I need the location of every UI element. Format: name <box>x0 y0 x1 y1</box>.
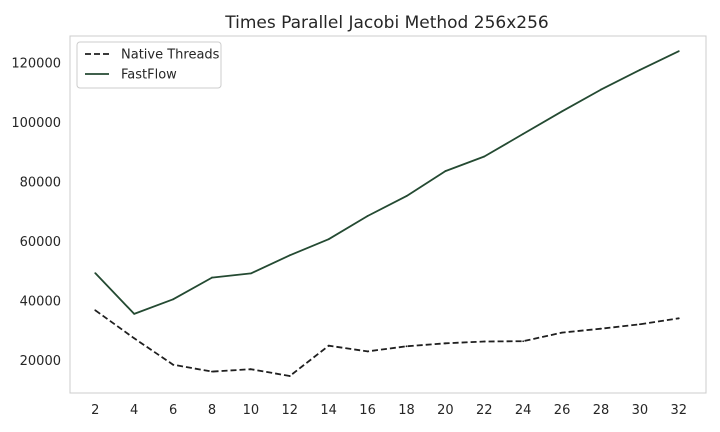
y-tick-label: 120000 <box>11 56 61 71</box>
x-tick-label: 8 <box>208 403 216 418</box>
y-tick-label: 20000 <box>20 354 61 369</box>
data-point <box>172 298 174 301</box>
x-tick-label: 20 <box>437 403 454 418</box>
data-point <box>405 195 408 197</box>
x-tick-label: 6 <box>169 403 177 418</box>
data-point <box>600 327 602 330</box>
data-point <box>327 238 330 241</box>
y-tick-label: 100000 <box>11 116 61 131</box>
data-point <box>638 69 641 71</box>
data-point <box>288 375 291 377</box>
data-point <box>133 312 136 315</box>
data-point <box>522 132 525 135</box>
data-point <box>211 370 213 373</box>
data-point <box>444 342 447 345</box>
data-point <box>366 215 369 217</box>
data-point <box>366 350 369 353</box>
data-point <box>327 344 330 347</box>
x-tick-label: 28 <box>593 403 610 418</box>
data-point <box>249 368 252 371</box>
data-point <box>638 323 641 326</box>
data-point <box>483 155 486 158</box>
data-point <box>172 363 174 366</box>
x-tick-label: 26 <box>554 403 571 418</box>
data-point <box>561 331 563 334</box>
y-tick-label: 60000 <box>20 235 61 250</box>
data-point <box>249 272 252 275</box>
data-point <box>600 88 602 91</box>
data-point <box>444 170 447 172</box>
x-tick-label: 2 <box>91 403 99 418</box>
data-point <box>405 345 408 348</box>
x-tick-label: 16 <box>359 403 376 418</box>
y-axis-ticks: 20000 40000 60000 80000 100000 120000 <box>11 56 61 369</box>
x-tick-label: 24 <box>515 403 532 418</box>
data-point <box>211 276 213 279</box>
data-point <box>677 50 680 53</box>
x-tick-label: 18 <box>398 403 415 418</box>
data-point <box>483 340 486 343</box>
x-tick-label: 22 <box>476 403 493 418</box>
data-point <box>94 272 97 275</box>
chart-title: Times Parallel Jacobi Method 256x256 <box>224 13 548 33</box>
x-tick-label: 32 <box>670 403 687 418</box>
data-point <box>561 110 563 113</box>
series-lines <box>94 50 680 377</box>
data-point <box>288 254 291 257</box>
y-tick-label: 80000 <box>20 175 61 190</box>
x-tick-label: 4 <box>130 403 138 418</box>
x-tick-label: 10 <box>243 403 260 418</box>
series-line-fastflow <box>94 50 680 315</box>
legend-label-fastflow: FastFlow <box>121 68 177 83</box>
series-line-native-threads <box>94 309 679 377</box>
data-point <box>133 337 136 340</box>
x-tick-label: 14 <box>320 403 337 418</box>
x-axis-ticks: 2 4 6 8 10 12 14 16 18 20 22 24 26 28 30 32 <box>91 403 687 418</box>
legend: Native Threads FastFlow <box>76 41 222 89</box>
plot-area-frame <box>69 35 707 394</box>
legend-label-native-threads: Native Threads <box>121 48 220 63</box>
x-tick-label: 30 <box>632 403 649 418</box>
data-point <box>94 309 97 312</box>
x-tick-label: 12 <box>282 403 299 418</box>
data-point <box>677 317 680 320</box>
legend-box <box>76 41 222 89</box>
y-tick-label: 40000 <box>20 294 61 309</box>
data-point <box>522 340 525 343</box>
